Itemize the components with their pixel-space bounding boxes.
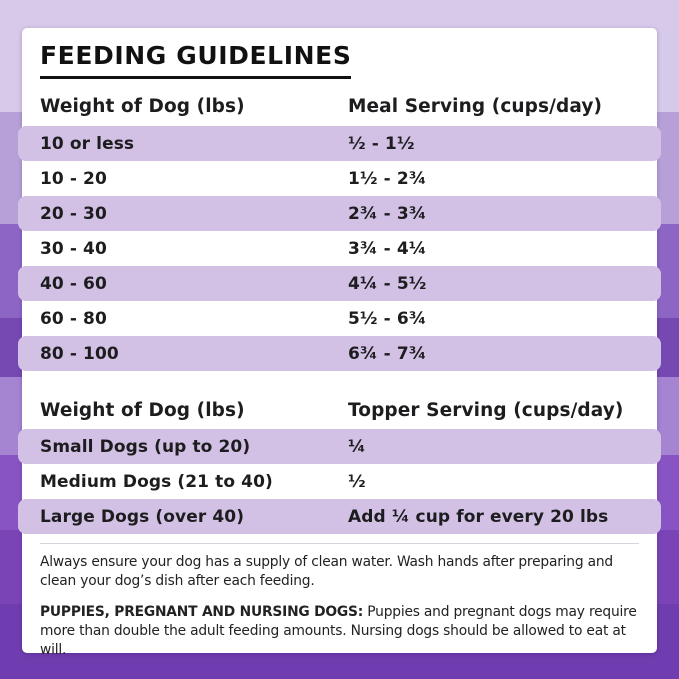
puppies-note-text: Puppies and pregnant dogs may require mo… (40, 604, 637, 658)
weight-cell: Small Dogs (up to 20) (40, 436, 251, 457)
serving-cell: ½ (348, 471, 366, 492)
topper-table-header: Weight of Dog (lbs) Topper Serving (cups… (40, 395, 639, 425)
notes-divider (40, 543, 639, 544)
serving-cell: 1½ - 2¾ (348, 168, 427, 189)
meal-table-weight-header: Weight of Dog (lbs) (40, 95, 245, 117)
serving-cell: ¼ (348, 436, 366, 457)
serving-cell: 6¾ - 7¾ (348, 343, 427, 364)
table-row: 60 - 80 5½ - 6¾ (18, 301, 661, 336)
weight-cell: 30 - 40 (40, 238, 107, 259)
serving-cell: 4¼ - 5½ (348, 273, 427, 294)
topper-table: Small Dogs (up to 20) ¼ Medium Dogs (21 … (18, 429, 661, 534)
meal-table-serving-header: Meal Serving (cups/day) (348, 95, 603, 117)
weight-cell: Medium Dogs (21 to 40) (40, 471, 273, 492)
serving-cell: Add ¼ cup for every 20 lbs (348, 506, 609, 527)
topper-table-serving-header: Topper Serving (cups/day) (348, 399, 624, 421)
weight-cell: 20 - 30 (40, 203, 107, 224)
weight-cell: 40 - 60 (40, 273, 107, 294)
water-note: Always ensure your dog has a supply of c… (40, 554, 613, 589)
meal-table: 10 or less ½ - 1½ 10 - 20 1½ - 2¾ 20 - 3… (18, 126, 661, 371)
table-row: Medium Dogs (21 to 40) ½ (18, 464, 661, 499)
serving-cell: 5½ - 6¾ (348, 308, 427, 329)
table-row: 30 - 40 3¾ - 4¼ (18, 231, 661, 266)
page-title: FEEDING GUIDELINES (40, 42, 352, 79)
feeding-guidelines-card: FEEDING GUIDELINES Weight of Dog (lbs) M… (18, 28, 661, 658)
table-row: 10 - 20 1½ - 2¾ (18, 161, 661, 196)
meal-table-header: Weight of Dog (lbs) Meal Serving (cups/d… (40, 91, 639, 121)
table-row: 10 or less ½ - 1½ (18, 126, 661, 161)
weight-cell: 10 - 20 (40, 168, 107, 189)
serving-cell: 2¾ - 3¾ (348, 203, 427, 224)
serving-cell: ½ - 1½ (348, 133, 415, 154)
table-row: 40 - 60 4¼ - 5½ (18, 266, 661, 301)
table-row: 80 - 100 6¾ - 7¾ (18, 336, 661, 371)
table-row: 20 - 30 2¾ - 3¾ (18, 196, 661, 231)
puppies-note: PUPPIES, PREGNANT AND NURSING DOGS: Pupp… (40, 603, 639, 660)
weight-cell: 10 or less (40, 133, 135, 154)
table-row: Small Dogs (up to 20) ¼ (18, 429, 661, 464)
serving-cell: 3¾ - 4¼ (348, 238, 427, 259)
weight-cell: 80 - 100 (40, 343, 119, 364)
table-row: Large Dogs (over 40) Add ¼ cup for every… (18, 499, 661, 534)
puppies-note-label: PUPPIES, PREGNANT AND NURSING DOGS: (40, 604, 364, 620)
weight-cell: 60 - 80 (40, 308, 107, 329)
weight-cell: Large Dogs (over 40) (40, 506, 245, 527)
topper-table-weight-header: Weight of Dog (lbs) (40, 399, 245, 421)
